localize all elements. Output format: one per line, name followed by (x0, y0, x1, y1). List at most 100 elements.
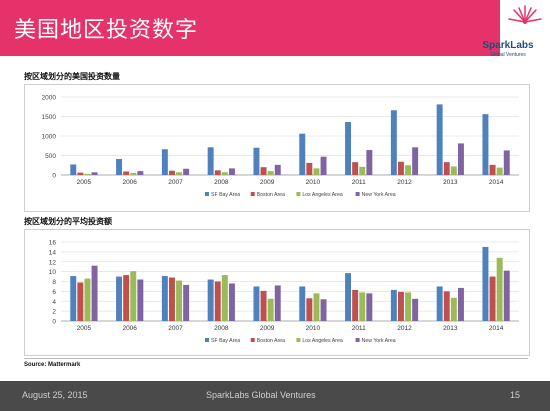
bar (161, 149, 168, 175)
bar (228, 168, 235, 175)
bar (130, 173, 137, 175)
x-tick-label: 2007 (168, 179, 183, 186)
bar (91, 172, 98, 175)
bar (137, 279, 144, 321)
y-tick-label: 16 (49, 240, 57, 247)
bar (405, 292, 412, 321)
bar (482, 114, 489, 175)
x-tick-label: 2006 (122, 325, 137, 332)
y-tick-label: 10 (49, 269, 57, 276)
bar (352, 162, 359, 175)
bar (274, 285, 281, 321)
chart2-panel: 0 2 4 6 8 10 12 14 16 2005 2006 2007 2008 2009 2010 201… (24, 229, 530, 356)
y-tick-label: 0 (52, 173, 56, 180)
x-tick-label: 2009 (260, 179, 275, 186)
y-tick-label: 500 (45, 153, 56, 160)
bar (176, 172, 183, 175)
bar (267, 171, 274, 175)
legend-swatch (355, 338, 360, 342)
y-tick-label: 0 (52, 319, 56, 326)
bar (412, 298, 419, 321)
bar (489, 164, 496, 175)
bar (183, 284, 190, 321)
bar (214, 170, 221, 175)
x-tick-label: 2006 (122, 179, 137, 186)
bar (457, 287, 464, 321)
bar (503, 150, 510, 175)
bar (313, 293, 320, 321)
y-tick-label: 1500 (42, 114, 57, 121)
bar (313, 168, 320, 175)
x-tick-label: 2014 (489, 179, 504, 186)
x-tick-label: 2011 (352, 325, 366, 332)
legend-label: Los Angeles Area (302, 192, 342, 198)
logo-name: SparkLabs (482, 40, 534, 51)
chart1-title: 按区域划分的美国投资数量 (24, 72, 120, 81)
bar (168, 170, 175, 175)
bar (482, 246, 489, 321)
bar (214, 281, 221, 321)
legend-label: Los Angeles Area (302, 338, 342, 344)
legend-swatch (205, 338, 209, 342)
footer-bar: August 25, 2015 SparkLabs Global Venture… (0, 381, 550, 411)
average-investment-chart: 0 2 4 6 8 10 12 14 16 2005 2006 2007 2008 2009 2010 201… (49, 240, 519, 344)
bar (267, 298, 274, 321)
legend-swatch (355, 192, 360, 196)
bar (137, 171, 144, 175)
y-tick-label: 1000 (42, 134, 57, 141)
starburst-icon (508, 5, 542, 24)
bar (397, 291, 404, 321)
bar (70, 276, 77, 321)
bar (306, 298, 313, 321)
x-tick-label: 2012 (397, 179, 412, 186)
bar (320, 299, 327, 321)
bar (503, 270, 510, 321)
bar (70, 164, 77, 175)
bar (253, 286, 260, 321)
x-tick-label: 2014 (489, 325, 504, 332)
bar (221, 275, 228, 321)
bar (116, 159, 123, 175)
bar (412, 147, 419, 175)
bar (228, 283, 235, 321)
legend-swatch (250, 192, 255, 196)
chart2-title: 按区域划分的平均投资额 (24, 217, 112, 226)
bar (207, 279, 214, 321)
bar (496, 167, 503, 175)
legend-label: Boston Area (257, 338, 285, 344)
x-tick-label: 2013 (443, 325, 458, 332)
x-tick-label: 2011 (352, 179, 366, 186)
legend-label: New York Area (362, 338, 396, 344)
bar (390, 289, 397, 321)
y-tick-label: 4 (52, 299, 56, 306)
bar (260, 167, 267, 175)
chart1-panel: 0 500 1000 1500 2000 2005 2006 2007 2008 2009 2010… (24, 84, 530, 212)
bar (77, 172, 84, 175)
bar (496, 257, 503, 321)
sparklabs-logo (500, 2, 550, 62)
bar (366, 150, 373, 175)
bar (345, 121, 352, 175)
x-tick-label: 2008 (214, 179, 229, 186)
bar (352, 289, 359, 321)
legend-swatch (296, 192, 301, 196)
x-tick-label: 2009 (260, 325, 275, 332)
bar (436, 286, 443, 321)
slide-title: 美国地区投资数字 (14, 18, 199, 43)
bar (183, 168, 190, 175)
bar (366, 293, 373, 321)
investment-count-chart: 0 500 1000 1500 2000 2005 2006 2007 2008 2009 2010… (42, 95, 519, 198)
legend-swatch (296, 338, 301, 342)
bar (116, 276, 123, 321)
bar (91, 265, 98, 321)
page-number: 15 (510, 390, 521, 400)
x-tick-label: 2005 (77, 325, 92, 332)
bar (345, 273, 352, 321)
logo-subtitle: Global Ventures (490, 52, 526, 58)
bar (274, 164, 281, 175)
legend-label: SF Bay Area (211, 192, 240, 198)
bar (84, 278, 91, 321)
y-tick-label: 2 (52, 309, 56, 316)
bar (359, 292, 366, 321)
x-tick-label: 2010 (306, 179, 321, 186)
